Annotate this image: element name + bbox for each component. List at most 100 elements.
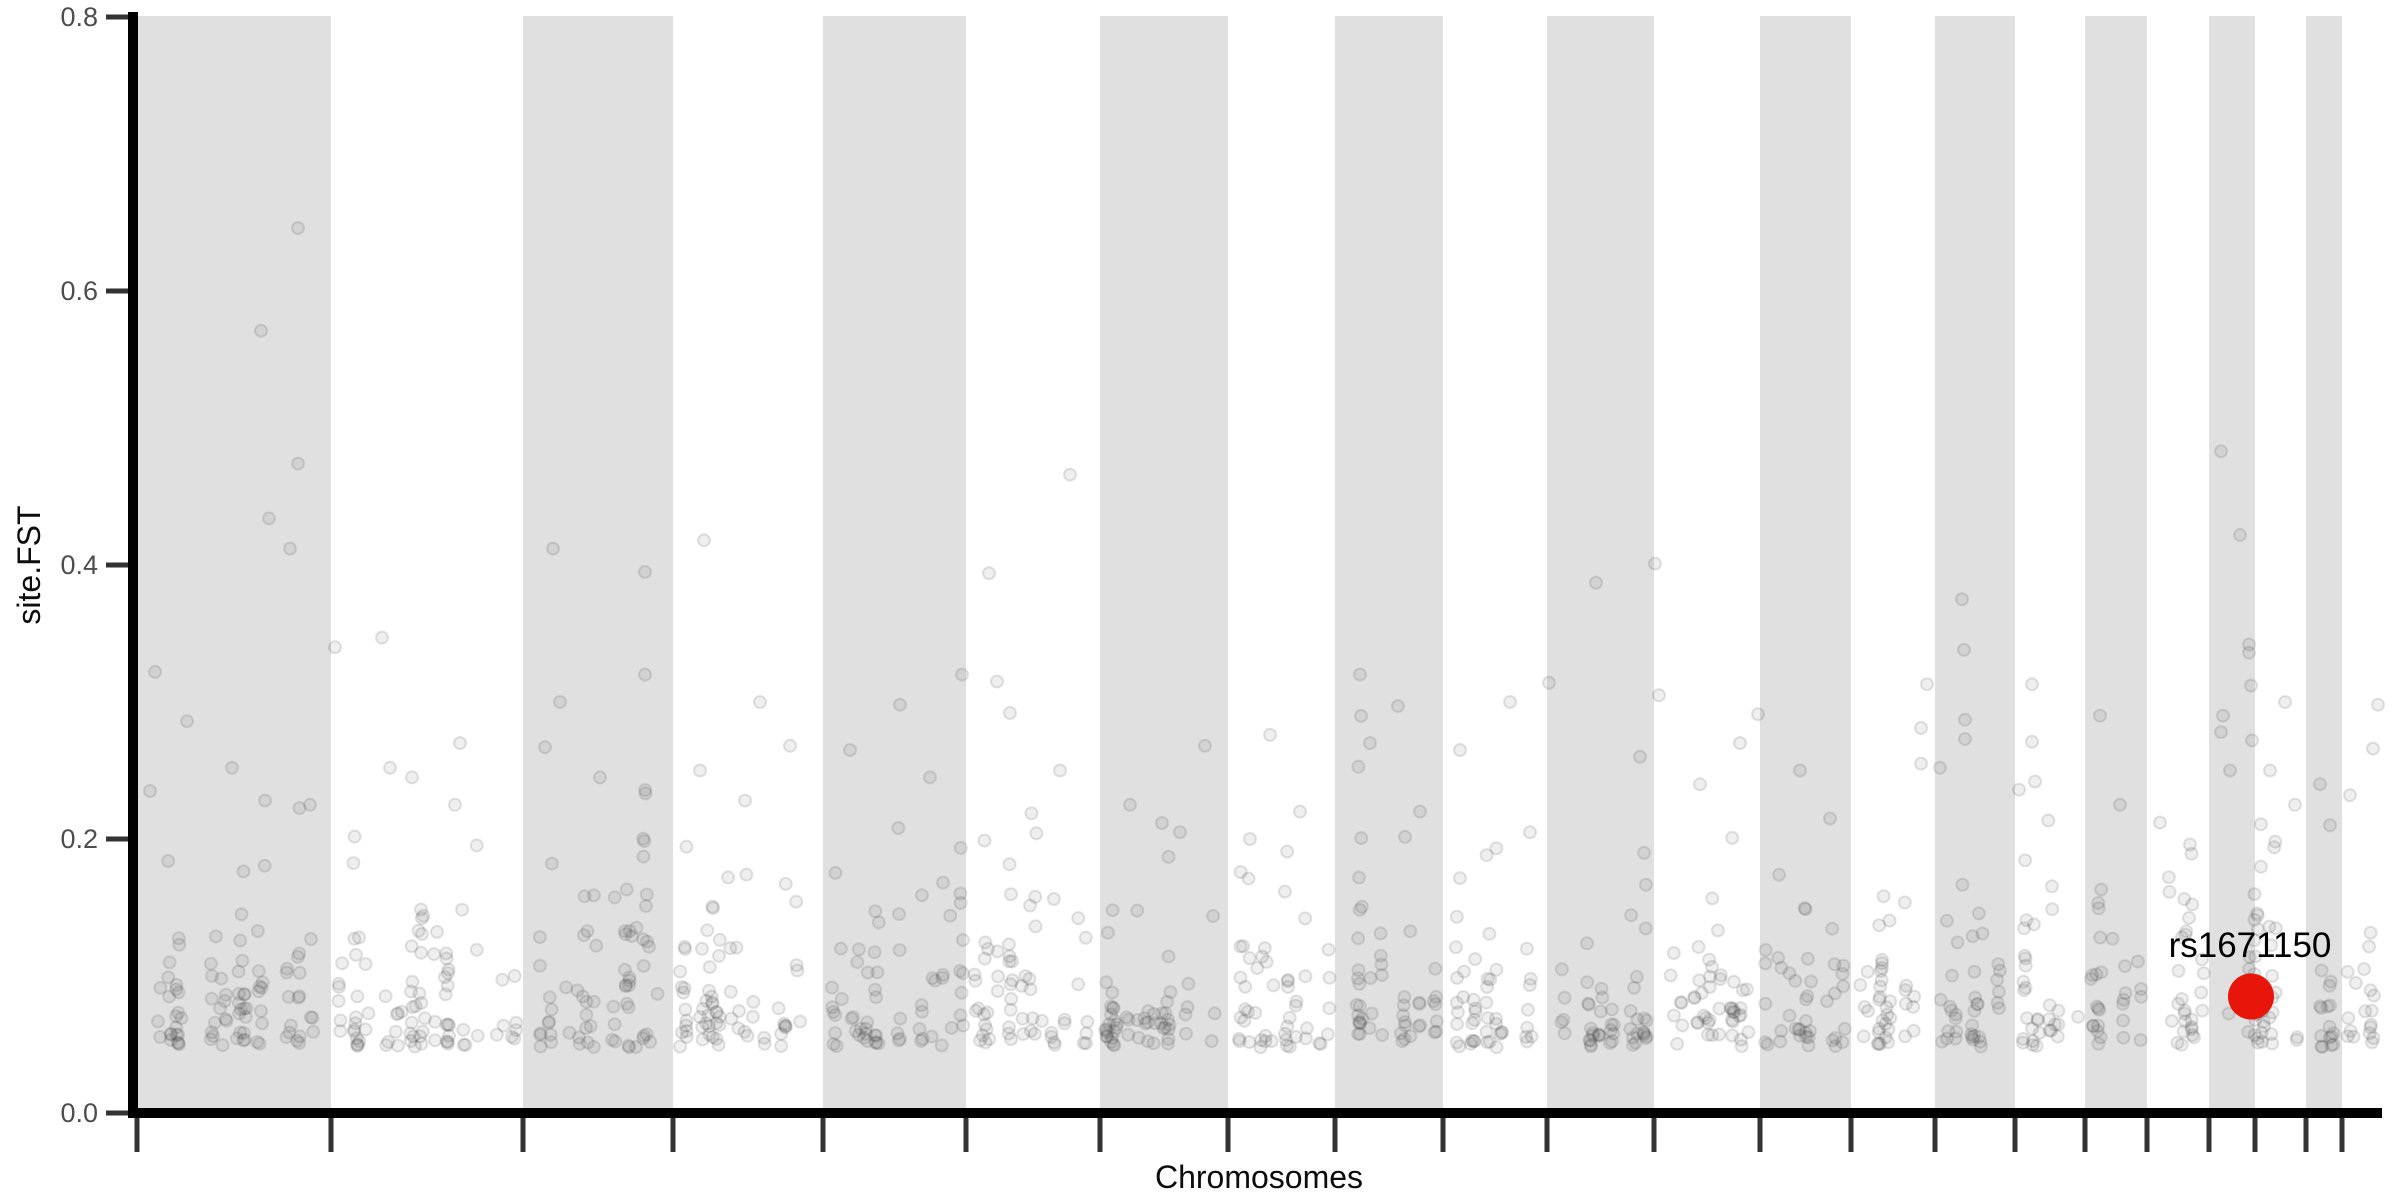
scatter-point: [790, 963, 805, 978]
x-tick-chr16: [2012, 1118, 2018, 1152]
scatter-point: [404, 984, 418, 999]
scatter-point: [1788, 1021, 1803, 1036]
x-tick-chr4: [670, 1118, 676, 1152]
scatter-point: [233, 1025, 248, 1040]
scatter-point: [2241, 1024, 2256, 1039]
scatter-point: [292, 989, 307, 1004]
scatter-point: [439, 946, 454, 961]
scatter-point: [1836, 979, 1851, 994]
scatter-point: [1637, 845, 1652, 860]
scatter-point: [347, 829, 362, 844]
scatter-point: [1712, 1027, 1727, 1042]
scatter-point: [333, 1013, 348, 1028]
scatter-point: [1967, 1029, 1982, 1043]
scatter-point: [252, 979, 267, 994]
scatter-point: [1494, 1024, 1509, 1039]
scatter-point: [1479, 848, 1494, 863]
scatter-point: [1624, 908, 1639, 923]
scatter-point: [576, 928, 591, 943]
scatter-point: [1131, 1030, 1146, 1045]
scatter-point: [378, 989, 393, 1004]
scatter-point: [448, 797, 462, 812]
scatter-point: [637, 834, 652, 849]
scatter-point: [1970, 997, 1985, 1011]
scatter-point: [332, 979, 346, 994]
scatter-point: [2343, 1024, 2358, 1038]
scatter-point: [705, 1030, 720, 1045]
scatter-point: [2042, 1012, 2057, 1027]
scatter-point: [955, 933, 970, 947]
scatter-point: [1874, 973, 1889, 988]
scatter-point: [153, 1030, 168, 1044]
scatter-point: [1456, 990, 1471, 1005]
scatter-point: [732, 1004, 746, 1018]
scatter-point: [1232, 1034, 1247, 1049]
scatter-point: [2017, 948, 2032, 963]
scatter-point: [1898, 983, 1913, 997]
scatter-point: [1735, 983, 1750, 998]
scatter-point: [2130, 954, 2145, 969]
scatter-point: [1160, 1036, 1175, 1051]
scatter-point: [350, 1037, 365, 1052]
scatter-point: [161, 970, 176, 985]
scatter-point: [1352, 870, 1366, 885]
scatter-point: [2179, 924, 2194, 939]
scatter-point: [1450, 1017, 1465, 1032]
scatter-point: [676, 985, 691, 1000]
scatter-point: [2257, 1019, 2272, 1034]
scatter-point: [1014, 978, 1029, 993]
scatter-point: [1412, 996, 1427, 1011]
scatter-point: [427, 947, 442, 962]
scatter-point: [746, 994, 761, 1009]
x-tick-chr20: [2252, 1118, 2258, 1152]
scatter-point: [1519, 941, 1534, 956]
scatter-point: [1713, 968, 1728, 983]
scatter-point: [1964, 1030, 1979, 1045]
scatter-point: [1238, 979, 1253, 994]
scatter-point: [1280, 974, 1295, 989]
scatter-point: [1967, 1003, 1982, 1018]
scatter-point: [1351, 1026, 1366, 1041]
scatter-point: [1630, 1026, 1645, 1041]
scatter-point: [2092, 1002, 2107, 1017]
scatter-point: [2016, 1032, 2031, 1046]
scatter-point: [1046, 892, 1061, 906]
scatter-point: [533, 1027, 548, 1042]
y-tick-label: 0.8: [60, 2, 98, 32]
scatter-point: [729, 940, 744, 955]
scatter-point: [2214, 725, 2228, 740]
scatter-point: [1628, 1035, 1643, 1050]
scatter-point: [825, 1000, 840, 1015]
scatter-point: [546, 541, 560, 556]
scatter-point: [636, 1031, 651, 1046]
scatter-point: [1723, 1001, 1738, 1016]
scatter-point: [1312, 1036, 1327, 1051]
axis-tick-labels: 0.0 0.2 0.4 0.6 0.8: [60, 2, 98, 1128]
scatter-point: [606, 999, 621, 1014]
scatter-point: [205, 968, 219, 983]
scatter-point: [279, 965, 294, 980]
scatter-point: [990, 984, 1005, 999]
scatter-point: [533, 1039, 548, 1054]
scatter-point: [1554, 962, 1569, 977]
scatter-point: [702, 1027, 717, 1042]
scatter-point: [871, 915, 886, 930]
scatter-point: [495, 972, 510, 987]
scatter-point: [1293, 804, 1307, 819]
scatter-point: [711, 1037, 726, 1052]
scatter-point: [1604, 1017, 1619, 1032]
scatter-point: [217, 994, 232, 1008]
scatter-point: [1741, 1025, 1756, 1040]
scatter-point: [1792, 1022, 1807, 1037]
scatter-point: [622, 978, 637, 993]
scatter-point: [580, 924, 595, 939]
scatter-point: [860, 1034, 875, 1049]
scatter-point: [2265, 1036, 2280, 1051]
scatter-point: [1280, 1038, 1294, 1053]
scatter-point: [712, 948, 726, 963]
chromosome-band-18: [2147, 16, 2209, 1114]
scatter-point: [1015, 1011, 1030, 1026]
scatter-point: [1351, 971, 1365, 986]
scatter-point: [1233, 970, 1248, 985]
scatter-point: [1238, 1002, 1253, 1017]
